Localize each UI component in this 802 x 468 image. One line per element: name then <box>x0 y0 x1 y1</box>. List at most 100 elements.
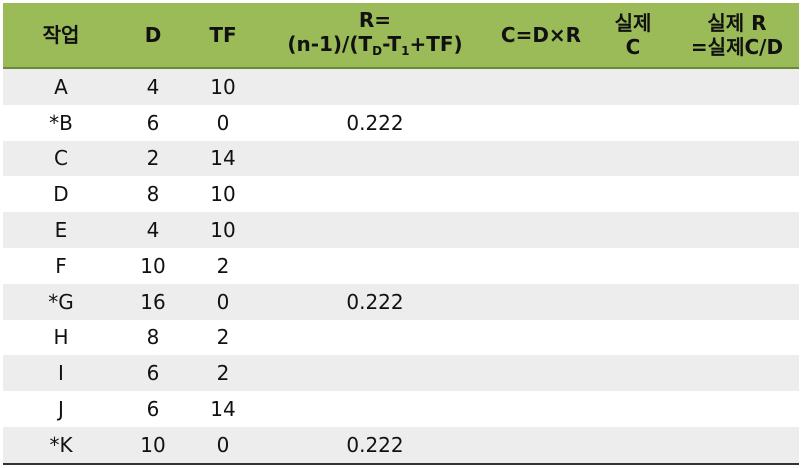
table-cell <box>675 212 799 248</box>
table-row: *G 16 0 0.222 <box>3 283 799 320</box>
table-cell: *B <box>49 110 73 135</box>
table-cell <box>491 283 591 320</box>
table-row: *B 6 0 0.222 <box>3 105 799 141</box>
table-cell: I <box>3 355 119 392</box>
table-cell: 16 <box>119 283 187 320</box>
table-row: A 4 10 <box>3 68 799 105</box>
table-cell <box>675 355 799 392</box>
subscript: 1 <box>401 43 410 58</box>
table-cell <box>259 391 491 427</box>
table-cell <box>259 248 491 284</box>
header-cell: 작업 <box>3 3 119 69</box>
table-cell: 0.222 <box>346 110 404 135</box>
table-cell: H <box>53 325 69 350</box>
table-cell: 14 <box>210 397 236 422</box>
table-cell <box>259 212 491 248</box>
header-row: 작업 D TF R= (n-1)/(TD-T1+TF) C=D×R 실제 C 실… <box>3 3 799 69</box>
table-cell <box>591 355 675 392</box>
header-text: -T <box>382 31 402 56</box>
header-cell: 실제 R =실제C/D <box>675 3 799 69</box>
table-cell: 14 <box>187 140 259 177</box>
table-cell <box>491 105 591 141</box>
table-cell <box>591 212 675 248</box>
table-cell <box>491 320 591 356</box>
table-cell <box>591 391 675 427</box>
header-line: (n-1)/(TD-T1+TF) <box>259 32 491 63</box>
header-line: 실제 R <box>707 11 767 35</box>
table-cell: 0 <box>216 110 230 135</box>
table-cell <box>675 176 799 212</box>
header-cell: R= (n-1)/(TD-T1+TF) <box>259 3 491 69</box>
table-cell: 10 <box>140 253 166 278</box>
table-cell <box>491 212 591 248</box>
table-cell <box>259 140 491 177</box>
table-cell: 0.222 <box>259 283 491 320</box>
table-cell: 2 <box>216 253 230 278</box>
table-cell: *K <box>3 426 119 465</box>
table-cell <box>675 140 799 177</box>
table-cell <box>591 320 675 356</box>
table-cell: 2 <box>119 140 187 177</box>
table-row: H 8 2 <box>3 320 799 356</box>
table-row: D 8 10 <box>3 176 799 212</box>
table-cell: E <box>3 212 119 248</box>
table-cell <box>675 391 799 427</box>
table-cell: A <box>3 68 119 105</box>
table-cell: 8 <box>146 325 160 350</box>
table-cell <box>491 248 591 284</box>
table-body: A 4 10 *B 6 0 0.222 C 2 14 D 8 10 E 4 10 F 10 2 *G 16 0 0.222 H… <box>3 68 799 465</box>
header-text: (n-1)/(T <box>287 31 373 56</box>
header-cell: 실제 C <box>591 3 675 69</box>
table-cell: 6 <box>119 355 187 392</box>
table-cell: 10 <box>119 426 187 465</box>
table-cell <box>675 248 799 284</box>
table-cell: *G <box>3 283 119 320</box>
table-cell: 0 <box>187 283 259 320</box>
header-line: R= <box>358 7 392 32</box>
subscript: D <box>372 43 383 58</box>
table-cell <box>591 248 675 284</box>
table-cell <box>591 105 675 141</box>
table-cell: 8 <box>146 182 160 207</box>
table-cell <box>259 68 491 105</box>
table-row: C 2 14 <box>3 140 799 177</box>
table-row: E 4 10 <box>3 212 799 248</box>
table-cell <box>491 355 591 392</box>
table-cell <box>675 320 799 356</box>
table-cell <box>675 283 799 320</box>
header-text: +TF) <box>409 31 463 56</box>
table-row: J 6 14 <box>3 391 799 427</box>
table-cell: 2 <box>187 355 259 392</box>
table-cell: D <box>53 182 69 207</box>
table-cell: J <box>58 397 64 422</box>
table-cell: 6 <box>146 397 160 422</box>
table-cell: 0.222 <box>259 426 491 465</box>
table-cell <box>259 320 491 356</box>
table-cell <box>591 283 675 320</box>
table-cell <box>591 140 675 177</box>
table-cell: 6 <box>146 110 160 135</box>
table-cell <box>675 68 799 105</box>
table-cell <box>259 355 491 392</box>
table-cell <box>491 176 591 212</box>
header-cell: TF <box>187 3 259 69</box>
table-cell <box>591 426 675 465</box>
table-cell <box>259 176 491 212</box>
table-cell: F <box>55 253 67 278</box>
table-cell: 2 <box>216 325 230 350</box>
header-cell: D <box>119 3 187 69</box>
table-cell: 10 <box>187 212 259 248</box>
table-row: *K 10 0 0.222 <box>3 426 799 465</box>
table-cell <box>491 426 591 465</box>
table-cell: C <box>3 140 119 177</box>
table-cell: 10 <box>187 68 259 105</box>
table-cell <box>591 176 675 212</box>
header-line: C <box>625 35 641 59</box>
table-cell: 4 <box>119 68 187 105</box>
table-cell <box>491 68 591 105</box>
table-cell <box>491 140 591 177</box>
table-cell <box>675 105 799 141</box>
table-cell <box>591 68 675 105</box>
